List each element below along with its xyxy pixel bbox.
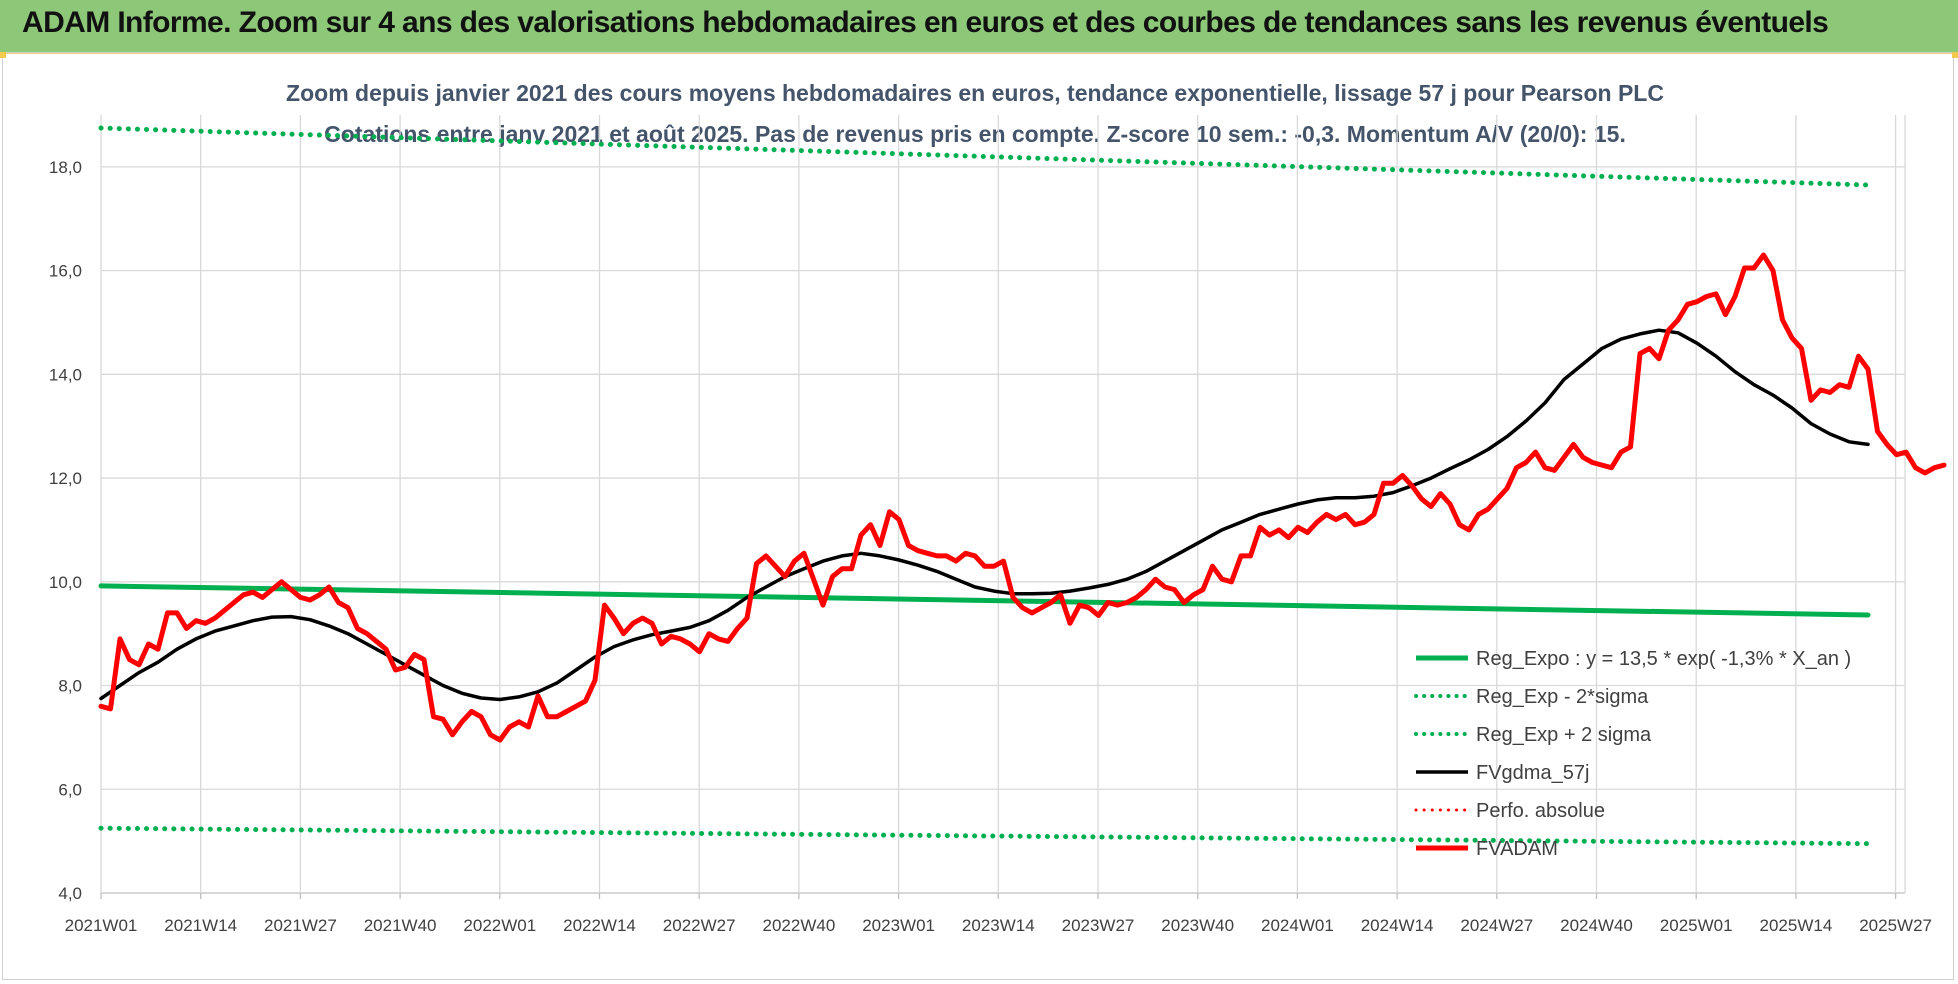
legend-label: FVgdma_57j: [1476, 762, 1589, 784]
legend-label: Reg_Exp - 2*sigma: [1476, 686, 1649, 708]
y-tick-label: 14,0: [49, 365, 82, 384]
x-tick-label: 2023W01: [862, 916, 935, 935]
x-tick-label: 2023W40: [1161, 916, 1234, 935]
x-tick-label: 2022W01: [463, 916, 536, 935]
y-tick-label: 4,0: [58, 884, 82, 903]
corner-marker: [0, 52, 6, 58]
legend-label: FVADAM: [1476, 838, 1558, 860]
y-tick-label: 10,0: [49, 573, 82, 592]
x-tick-label: 2021W14: [164, 916, 237, 935]
chart-frame: [2, 52, 1954, 980]
x-tick-label: 2024W14: [1361, 916, 1434, 935]
x-tick-label: 2025W14: [1760, 916, 1833, 935]
axis-labels: 4,0 6,0 8,0 10,0 12,0 14,0 16,0 18,0 2021W01 2021…: [49, 158, 1932, 935]
grid: [100, 115, 1906, 899]
y-tick-label: 18,0: [49, 158, 82, 177]
chart-title: Zoom depuis janvier 2021 des cours moyen…: [286, 80, 1664, 106]
y-tick-label: 6,0: [58, 780, 82, 799]
x-tick-label: 2021W01: [65, 916, 138, 935]
x-tick-label: 2022W14: [563, 916, 636, 935]
x-tick-label: 2025W27: [1859, 916, 1932, 935]
x-tick-label: 2022W40: [763, 916, 836, 935]
legend-label: Reg_Exp + 2 sigma: [1476, 724, 1652, 746]
report-banner: ADAM Informe. Zoom sur 4 ans des valoris…: [0, 0, 1958, 54]
x-tick-label: 2024W27: [1460, 916, 1533, 935]
x-tick-label: 2024W40: [1560, 916, 1633, 935]
series-line-6: [98, 252, 1947, 743]
series-line-3: [98, 125, 1871, 188]
report-title: ADAM Informe. Zoom sur 4 ans des valoris…: [22, 6, 1829, 39]
x-tick-label: 2022W27: [663, 916, 736, 935]
x-tick-label: 2025W01: [1660, 916, 1733, 935]
y-tick-label: 8,0: [58, 677, 82, 696]
corner-marker: [1952, 52, 1958, 58]
legend: Reg_Expo : y = 13,5 * exp( -1,3% * X_an …: [1414, 648, 1851, 860]
series-line-2: [98, 825, 1871, 847]
series-line-1: [98, 583, 1871, 618]
x-tick-label: 2023W14: [962, 916, 1035, 935]
chart-subtitle: Cotations entre janv 2021 et août 2025. …: [324, 121, 1626, 147]
series-line-4: [99, 328, 1870, 702]
legend-label: Reg_Expo : y = 13,5 * exp( -1,3% * X_an …: [1476, 648, 1851, 670]
x-tick-label: 2024W01: [1261, 916, 1334, 935]
y-tick-label: 16,0: [49, 262, 82, 281]
y-tick-label: 12,0: [49, 469, 82, 488]
series-layer: [98, 125, 1947, 847]
x-tick-label: 2023W27: [1062, 916, 1135, 935]
legend-label: Perfo. absolue: [1476, 800, 1605, 822]
x-tick-label: 2021W40: [364, 916, 437, 935]
x-tick-label: 2021W27: [264, 916, 337, 935]
